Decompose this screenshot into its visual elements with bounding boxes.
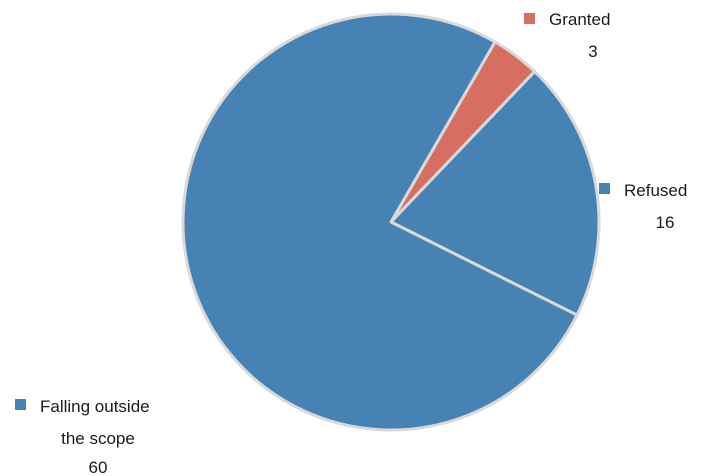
pie-slice-refused [389,70,601,317]
outside-scope-value-text: 60 [89,458,108,476]
slice-label-outside-scope: Falling outside the scope 60 [15,397,150,476]
refused-value-text: 16 [656,213,675,232]
granted-legend-marker [524,13,535,24]
pie-slice-falling-outside-the-scope [181,12,579,432]
refused-label-text: Refused [624,181,687,200]
outside-scope-label-line1: Falling outside [40,397,150,416]
granted-label-text: Granted [549,10,610,29]
outside-scope-legend-marker [15,399,26,410]
slice-label-granted: Granted 3 [524,10,610,61]
slice-label-refused: Refused 16 [599,181,687,232]
granted-value-text: 3 [588,42,597,61]
pie-slices [181,12,601,432]
outside-scope-label-line2: the scope [61,429,135,448]
refused-legend-marker [599,183,610,194]
